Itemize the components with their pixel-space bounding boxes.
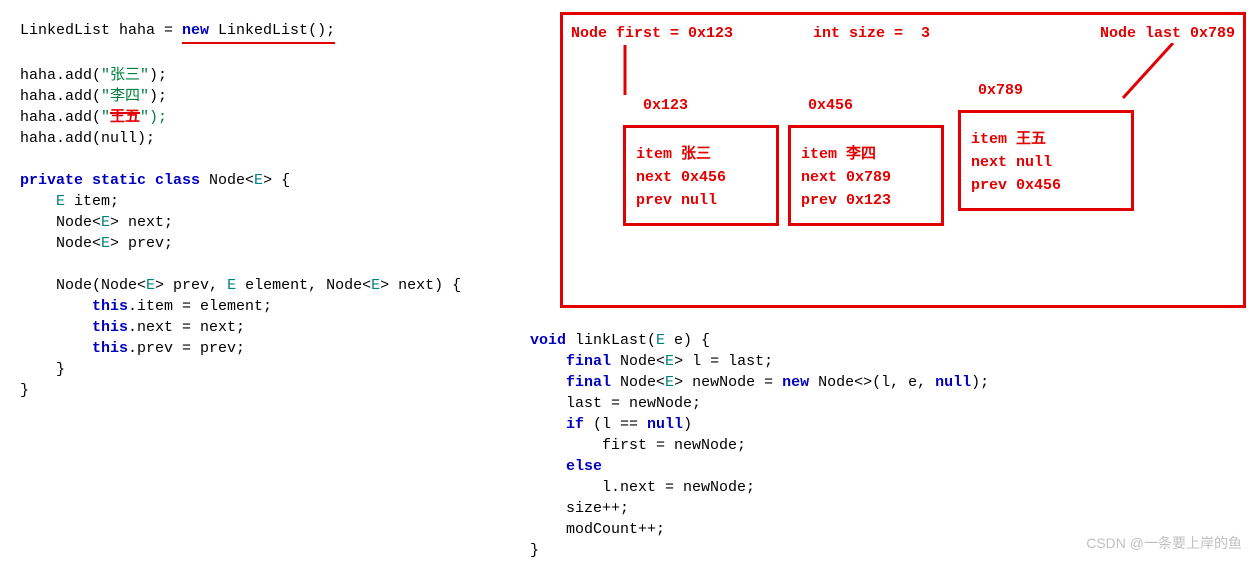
node-box: item 李四 next 0x789 prev 0x123 xyxy=(788,125,944,226)
code-line: l.next = newNode; xyxy=(530,477,989,498)
code-line: if (l == null) xyxy=(530,414,989,435)
node-box: item 张三 next 0x456 prev null xyxy=(623,125,779,226)
first-label: Node first = 0x123 xyxy=(571,25,733,42)
last-label: Node last 0x789 xyxy=(1100,25,1235,42)
code-line: last = newNode; xyxy=(530,393,989,414)
node-next: next 0x789 xyxy=(801,169,931,186)
code-line: this.next = next; xyxy=(20,317,461,338)
last-pointer-line xyxy=(1118,43,1178,103)
node-item: item 李四 xyxy=(801,142,931,163)
code-line: haha.add(null); xyxy=(20,128,461,149)
code-line: haha.add("李四"); xyxy=(20,86,461,107)
code-line: size++; xyxy=(530,498,989,519)
node-next: next 0x456 xyxy=(636,169,766,186)
code-line: E item; xyxy=(20,191,461,212)
code-line: haha.add("张三"); xyxy=(20,65,461,86)
code-line: } xyxy=(20,359,461,380)
node-item: item 王五 xyxy=(971,127,1121,148)
code-line: haha.add("王五"); xyxy=(20,107,461,128)
code-line: } xyxy=(20,380,461,401)
size-label: int size = 3 xyxy=(813,25,930,42)
node-address: 0x123 xyxy=(643,97,688,114)
left-code-block: LinkedList haha = new LinkedList(); haha… xyxy=(20,20,461,401)
code-line: this.item = element; xyxy=(20,296,461,317)
code-line: first = newNode; xyxy=(530,435,989,456)
code-line: final Node<E> l = last; xyxy=(530,351,989,372)
code-line: final Node<E> newNode = new Node<>(l, e,… xyxy=(530,372,989,393)
code-line: Node<E> prev; xyxy=(20,233,461,254)
code-line: Node<E> next; xyxy=(20,212,461,233)
code-line: private static class Node<E> { xyxy=(20,170,461,191)
code-line: LinkedList haha = new LinkedList(); xyxy=(20,20,461,44)
node-prev: prev 0x456 xyxy=(971,177,1121,194)
code-line: void linkLast(E e) { xyxy=(530,330,989,351)
code-line: else xyxy=(530,456,989,477)
watermark: CSDN @一条要上岸的鱼 xyxy=(1086,533,1242,553)
node-prev: prev null xyxy=(636,192,766,209)
code-line: modCount++; xyxy=(530,519,989,540)
code-line: this.prev = prev; xyxy=(20,338,461,359)
node-next: next null xyxy=(971,154,1121,171)
node-item: item 张三 xyxy=(636,142,766,163)
code-line: } xyxy=(530,540,989,561)
node-address: 0x789 xyxy=(978,82,1023,99)
node-box: item 王五 next null prev 0x456 xyxy=(958,110,1134,211)
linkedlist-diagram: Node first = 0x123 int size = 3 Node las… xyxy=(560,12,1246,308)
first-pointer-line xyxy=(615,45,635,100)
node-prev: prev 0x123 xyxy=(801,192,931,209)
right-code-block: void linkLast(E e) { final Node<E> l = l… xyxy=(530,330,989,561)
node-address: 0x456 xyxy=(808,97,853,114)
code-line: Node(Node<E> prev, E element, Node<E> ne… xyxy=(20,275,461,296)
